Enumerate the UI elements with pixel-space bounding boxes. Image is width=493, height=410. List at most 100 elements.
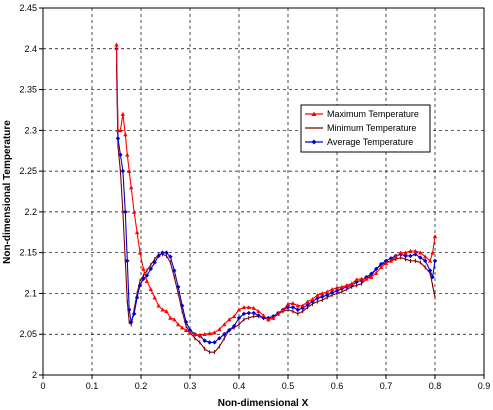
data-point [231,323,237,329]
data-point [329,287,335,292]
data-point [125,258,130,264]
data-point [134,230,140,235]
legend-label-max: Maximum Temperature [327,109,419,119]
data-point [207,331,212,336]
data-point [393,254,398,259]
data-point [212,340,217,345]
data-point [156,303,161,308]
x-tick-label: 0.7 [380,381,393,391]
x-tick-labels: 0 0.1 0.2 0.3 0.4 0.5 0.6 0.7 0.8 0.9 [40,375,490,391]
y-tick-label: 2.35 [19,85,37,95]
data-point [349,281,354,286]
data-point [344,283,349,288]
legend-marker-avg [311,139,317,145]
data-point [305,299,310,304]
data-point [418,250,423,255]
y-tick-label: 2.1 [24,288,37,298]
data-point [187,327,193,333]
data-point [137,283,143,288]
y-tick-label: 2.05 [19,329,37,339]
data-point [236,307,242,312]
data-point [285,305,291,310]
data-point [227,317,232,322]
data-point [280,307,286,312]
data-point [222,332,227,337]
data-point [172,268,177,273]
data-point [413,252,418,257]
data-point [246,310,251,316]
data-point [183,327,189,332]
data-point [144,279,150,284]
data-point [131,311,137,317]
data-point [285,301,291,306]
x-tick-label: 0.6 [331,381,344,391]
data-point [156,253,161,259]
data-point [305,302,310,308]
data-point [256,313,261,318]
data-point [179,303,185,308]
x-tick-label: 0.8 [429,381,442,391]
data-point [120,168,126,174]
y-tick-label: 2.45 [19,3,37,13]
data-point [359,276,364,281]
data-point [315,296,320,301]
data-point [290,305,296,310]
data-point [408,253,413,259]
data-point [160,307,165,312]
data-point [364,276,369,281]
data-point [164,250,169,255]
x-tick-label: 0.5 [282,381,295,391]
y-tick-label: 2.2 [24,207,37,217]
data-point [374,270,379,275]
data-point [246,305,251,310]
data-point [134,295,140,300]
data-point [369,274,374,279]
data-point [334,285,340,290]
data-point [168,315,173,320]
data-point [222,322,227,327]
data-point [187,330,193,335]
data-point [152,260,157,265]
data-point [251,305,256,310]
data-point [120,111,126,116]
data-point [325,289,330,294]
x-tick-label: 0 [40,381,45,391]
x-axis-title: Non-dimensional X [218,398,309,409]
data-point [231,314,237,319]
y-tick-labels: 2 2.05 2.1 2.15 2.2 2.25 2.3 2.35 2.4 2.45 [19,3,43,380]
data-point [378,261,384,267]
data-point [432,258,438,264]
data-point [127,307,132,312]
x-tick-label: 0.1 [86,381,99,391]
data-point [114,42,119,47]
data-point [315,292,320,297]
data-point [202,338,207,343]
data-point [256,309,261,314]
data-point [374,266,379,272]
data-point [383,261,389,266]
x-tick-label: 0.2 [135,381,148,391]
data-point [148,266,153,272]
data-point [423,258,428,264]
data-point [152,295,157,300]
data-point [325,292,330,298]
data-point [266,317,271,322]
data-point [261,313,266,318]
y-tick-label: 2.4 [24,44,37,54]
data-point [115,136,121,141]
data-point [427,268,433,273]
x-tick-label: 0.9 [478,381,491,391]
data-point [295,303,300,308]
data-point [241,305,247,310]
data-point [334,288,340,294]
data-point [388,258,394,263]
y-tick-label: 2 [32,370,37,380]
series-group [114,42,438,355]
legend: Maximum Temperature Minimum Temperature … [300,104,431,153]
legend-label-min: Minimum Temperature [327,123,416,133]
data-point [320,291,325,296]
data-point [413,248,418,253]
data-point [192,332,198,337]
data-point [217,336,222,341]
